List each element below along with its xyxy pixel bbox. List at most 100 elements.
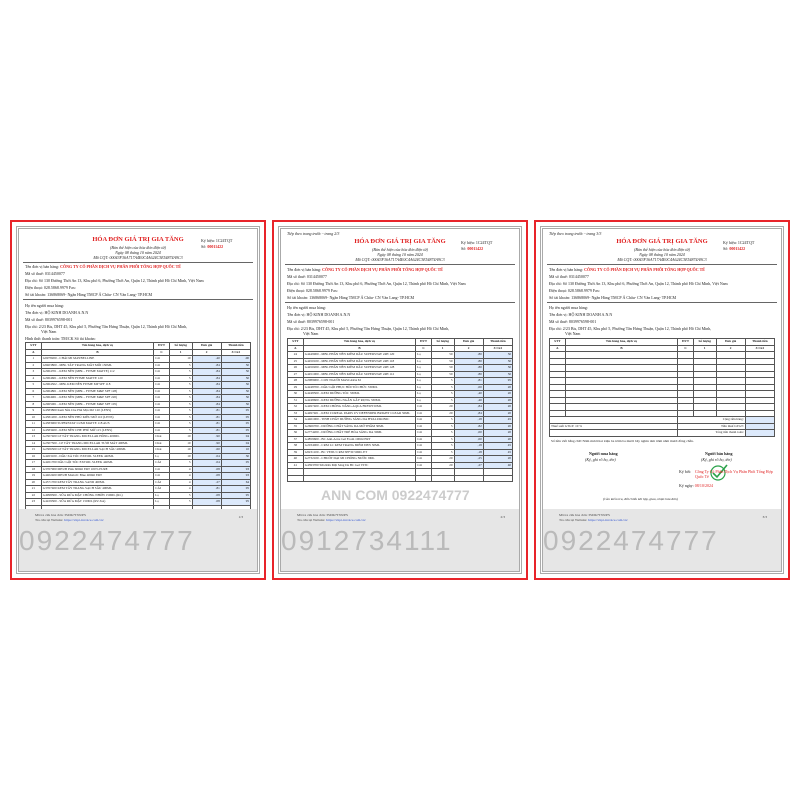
date-line: Ngày 08 tháng 10 năm 2024 [115,250,161,255]
table-row: 29 G4248700 - DẦU GỘI PHỤC HỒI TỔ CHỨC 33… [287,383,514,391]
symbol: Ký hiệu: 1C24TQT [461,240,493,245]
buyer-name: Tên đơn vị: HỘ KINH DOANH A.N.N [25,310,89,315]
seller-address: Địa chỉ: Số 130 Đường Thới An 13, Khu ph… [549,281,728,286]
signed-date: 08/10/2024 [694,483,714,488]
seller-phone: Điện thoại: 028.5868.9979 Fax: [549,288,600,293]
lookup-code: Mã tra cứu hóa đơn: 3SDK7TNUPS [297,513,348,517]
lookup-code: Mã tra cứu hóa đơn: 3SDK7TNUPS [559,513,610,517]
amount-in-words: Số tiền viết bằng chữ: Năm mươi hai triệ… [551,439,694,443]
table-row: 12 G4583400 - KEM NỀN CHE PHỦ MỜ 115 (LEN… [25,426,252,434]
lookup-link[interactable]: https://vnpt-invoice.com.vn/ [64,518,104,522]
buyer-address: Địa chỉ: 2/23 Bis, DHT 45, Khu phố 5, Ph… [287,326,450,331]
seller-name: CÔNG TY CỔ PHẦN DỊCH VỤ PHÂN PHỐI TỔNG H… [60,264,181,269]
continued-label: Tiếp theo trang trước - trang [287,231,334,236]
items-table: STT Tên hàng hóa, dịch vụ ĐVT Số lượng Đơn g… [25,342,252,519]
row-unit [415,474,432,482]
diagonal-watermark: ANN COM 0922474777 [321,487,470,503]
seller-address: Địa chỉ: Số 130 Đường Thới An 13, Khu ph… [287,281,466,286]
buyer-address-2: Việt Nam [303,331,319,336]
footer-band [19,509,257,571]
subtitle: (Bản thể hiện của hóa đơn điện tử) [634,247,690,252]
buyer-address-2: Việt Nam [565,331,581,336]
signed-date-label: Ký ngày: [679,483,694,488]
seller-sign-title: Người bán hàng [705,451,733,456]
invoice-title: HÓA ĐƠN GIÁ TRỊ GIA TĂNG [92,236,184,243]
table-row: 40 G2732100 - CHUỐT DẠI MI CHÓNG NƯỚC 9ML… [287,455,514,463]
buyer-address-2: Việt Nam [41,329,57,334]
table-row [549,377,776,385]
lookup-site-label: Tra cứu tại Website: [559,518,588,522]
phone-watermark: 0922474777 [19,525,195,556]
invoice-page-3: Tiếp theo trang trước - trang 3/3 HÓA ĐƠ… [534,220,790,580]
invoice-page-2: Tiếp theo trang trước - trang 2/3 HÓA ĐƠ… [272,220,528,580]
row-name [302,474,417,482]
invoice-number: 00011422 [467,246,484,251]
seller-bank: Số tài khoản: 136868069- Ngân Hàng TMCP … [25,292,153,297]
number-label: Số: [461,246,467,251]
lookup-site-label: Tra cứu tại Website: [297,518,326,522]
row-stt [287,474,304,482]
seller-bank: Số tài khoản: 136868069- Ngân Hàng TMCP … [287,295,415,300]
buyer-name: Tên đơn vị: HỘ KINH DOANH A.N.N [287,312,351,317]
subtitle: (Bản thể hiện của hóa đơn điện tử) [110,245,166,250]
date-line: Ngày 08 tháng 10 năm 2024 [377,252,423,257]
table-row: 34 G4461000 - TINH CHẤT DƯỠNG SÁNG DA HYA… [287,416,514,424]
vat-rate: 10 % [574,423,582,428]
buyer-tax: Mã số thuế: 8039976598-001 [25,317,73,322]
invoice-page-1: HÓA ĐƠN GIÁ TRỊ GIA TĂNG (Bản thể hiện c… [10,220,266,580]
continued-page: 2/3 [334,231,340,236]
buyer-head: Họ tên người mua hàng: [25,303,64,308]
signed-by-label: Ký bởi: [679,469,692,474]
page-number: 3/3 [762,515,767,519]
mcqt: Mã CQT: 00043F36A717A4E0C4A624C3E54874A9… [93,255,183,260]
invoice-title: HÓA ĐƠN GIÁ TRỊ GIA TĂNG [616,238,708,245]
mcqt: Mã CQT: 00043F36A717A4E0C4A624C3E54874A9… [617,257,707,262]
items-table: STT Tên hàng hóa, dịch vụ ĐVT Số lượng Đơn g… [287,338,514,482]
date-line: Ngày 08 tháng 10 năm 2024 [639,252,685,257]
lookup-code: Mã tra cứu hóa đơn: 3SDK7TNUPS [35,513,86,517]
mcqt: Mã CQT: 00043F36A717A4E0C4A624C3E54874A9… [355,257,445,262]
table-row: 37 G4859600 - BC Anti-Acne Gel Foam 100ml… [287,435,514,443]
seller-tax: Mã số thuế: 0314450077 [287,274,327,279]
total-row: Tổng tiền thanh toán: [548,429,776,437]
table-row [287,474,514,482]
lookup-site-label: Tra cứu tại Website: [35,518,64,522]
seller-bank: Số tài khoản: 136868069- Ngân Hàng TMCP … [549,295,677,300]
footer-band [281,509,519,571]
signature-check-icon [710,464,728,481]
invoice-number: 00011422 [207,244,224,249]
total-value [744,429,776,437]
check-note: (Cần kiểm tra, đối chiếu khi lập, giao, … [603,497,678,501]
invoice-title: HÓA ĐƠN GIÁ TRỊ GIA TĂNG [354,238,446,245]
seller-phone: Điện thoại: 028.5868.9979 Fax: [287,288,338,293]
symbol: Ký hiệu: 1C24TQT [201,238,233,243]
buyer-sign-note: (Ký, ghi rõ họ, tên) [585,457,616,462]
buyer-head: Họ tên người mua hàng: [287,305,326,310]
row-qty [431,474,455,482]
row-amount [482,474,514,482]
row-price [453,474,484,482]
lookup-link[interactable]: https://vnpt-invoice.com.vn/ [588,518,628,522]
buyer-tax: Mã số thuế: 8039976598-001 [549,319,597,324]
buyer-name: Tên đơn vị: HỘ KINH DOANH A.N.N [549,312,613,317]
continued-label: Tiếp theo trang trước - trang [549,231,596,236]
number-label: Số: [201,244,207,249]
footer-band [543,509,781,571]
table-row: 33 G4497401 - KEM L'OREAL PARIS UV DEFEND… [287,409,514,417]
seller-name: CÔNG TY CỔ PHẦN DỊCH VỤ PHÂN PHỐI TỔNG H… [584,267,705,272]
table-row: 11 G4583900 SUPERSTAY LUMI MATTE 118 AUS C… [25,420,252,428]
lookup-link[interactable]: https://vnpt-invoice.com.vn/ [326,518,366,522]
page-number: 2/3 [500,515,505,519]
symbol: Ký hiệu: 1C24TQT [723,240,755,245]
seller-tax: Mã số thuế: 0314450077 [25,271,65,276]
buyer-head: Họ tên người mua hàng: [549,305,588,310]
number-label: Số: [723,246,729,251]
payment: Hình thức thanh toán: TM/CK Số tài khoản… [25,336,96,341]
total-label: Tổng tiền thanh toán: [677,429,746,437]
table-row: 14 G2307500 - LP TẨY TRANG MICELLAR TƯƠI … [25,439,252,447]
seller-tax: Mã số thuế: 0314450077 [549,274,589,279]
buyer-sign-title: Người mua hàng [589,451,618,456]
seller-name: CÔNG TY CỔ PHẦN DỊCH VỤ PHÂN PHỐI TỔNG H… [322,267,443,272]
seller-label: Tên đơn vị bán hàng: [25,264,60,269]
page-number: 1/3 [238,515,243,519]
